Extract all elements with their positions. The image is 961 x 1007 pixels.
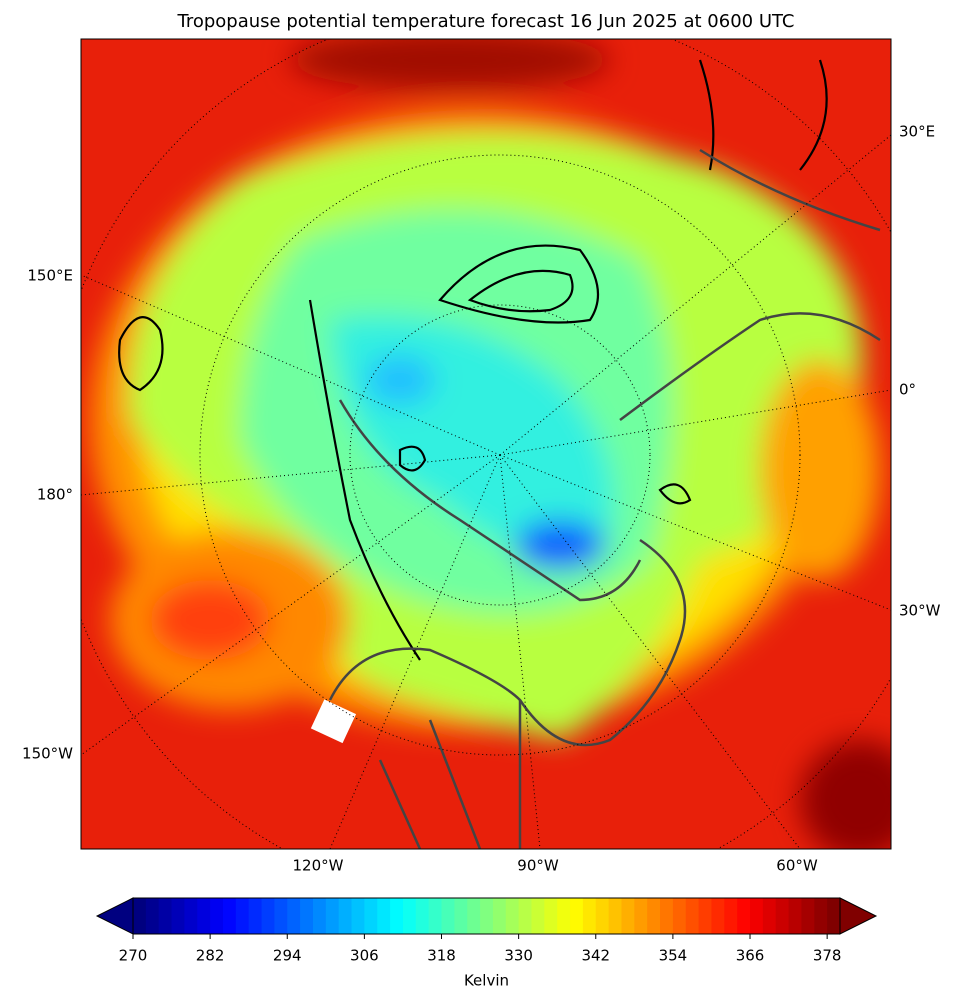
colorbar-tick-label: 306 <box>350 947 379 965</box>
colorbar-level <box>197 898 211 934</box>
colorbar-level <box>300 898 314 934</box>
colorbar-tick-label: 270 <box>119 947 148 965</box>
colorbar-level <box>531 898 545 934</box>
meridian-label: 120°W <box>293 857 344 875</box>
colorbar-level <box>660 898 674 934</box>
colorbar-level <box>415 898 430 934</box>
colorbar-extend-low <box>95 897 134 935</box>
colorbar-level <box>402 898 417 934</box>
colorbar-level <box>210 898 224 934</box>
map <box>81 39 891 849</box>
colorbar-level <box>312 898 327 934</box>
colorbar-level <box>184 898 198 934</box>
colorbar-level <box>364 898 378 934</box>
colorbar-level <box>621 898 635 934</box>
colorbar-tick-label: 366 <box>736 947 765 965</box>
colorbar-level <box>775 898 790 934</box>
colorbar-level <box>274 898 288 934</box>
colorbar-level <box>454 898 468 934</box>
colorbar-level <box>325 898 340 934</box>
colorbar-level <box>711 898 725 934</box>
colorbar-level <box>158 898 173 934</box>
colorbar-level <box>570 898 584 934</box>
colorbar-level <box>145 898 160 934</box>
colorbar-level <box>750 898 764 934</box>
colorbar-level <box>235 898 250 934</box>
colorbar-level <box>467 898 481 934</box>
colorbar-level <box>737 898 751 934</box>
colorbar-level <box>480 898 494 934</box>
colorbar-level <box>222 898 237 934</box>
colorbar-tick-label: 318 <box>427 947 456 965</box>
colorbar-level <box>133 898 147 934</box>
colorbar-level <box>544 898 558 934</box>
meridian-label: 0° <box>899 381 916 399</box>
colorbar-tick-label: 282 <box>196 947 225 965</box>
colorbar-tick-label: 354 <box>659 947 688 965</box>
colorbar-tick-label: 330 <box>504 947 533 965</box>
colorbar-level <box>685 898 700 934</box>
meridian-label: 150°W <box>22 745 73 763</box>
colorbar-level <box>261 898 275 934</box>
meridian-label: 180° <box>37 486 73 504</box>
map-title: Tropopause potential temperature forecas… <box>176 11 794 32</box>
colorbar-level <box>390 898 404 934</box>
colorbar: 270 282 294 306 318 330 342 354 366 378 Kelvin <box>95 897 878 990</box>
colorbar-level <box>801 898 815 934</box>
meridian-label: 150°E <box>27 267 73 285</box>
colorbar-label: Kelvin <box>464 972 509 990</box>
colorbar-level <box>377 898 391 934</box>
colorbar-level <box>814 898 828 934</box>
colorbar-level <box>724 898 738 934</box>
colorbar-level <box>171 898 186 934</box>
colorbar-level <box>595 898 610 934</box>
colorbar-level <box>582 898 597 934</box>
colorbar-tick-label: 378 <box>813 947 842 965</box>
colorbar-frame <box>132 897 841 935</box>
meridian-label: 30°W <box>899 602 941 620</box>
colorbar-level <box>428 898 443 934</box>
colorbar-tick-label: 342 <box>581 947 610 965</box>
colorbar-level <box>248 898 263 934</box>
colorbar-level <box>788 898 803 934</box>
colorbar-level <box>827 898 841 934</box>
meridian-label: 30°E <box>899 123 935 141</box>
colorbar-level <box>608 898 623 934</box>
meridian-label: 90°W <box>517 857 559 875</box>
colorbar-level <box>441 898 455 934</box>
colorbar-level <box>351 898 365 934</box>
colorbar-level <box>338 898 353 934</box>
colorbar-level <box>505 898 520 934</box>
colorbar-level <box>557 898 571 934</box>
colorbar-level <box>647 898 661 934</box>
colorbar-level <box>698 898 713 934</box>
colorbar-level <box>287 898 301 934</box>
colorbar-level <box>762 898 777 934</box>
colorbar-level <box>672 898 687 934</box>
colorbar-level <box>492 898 507 934</box>
colorbar-extend-high <box>839 897 878 935</box>
colorbar-level <box>634 898 648 934</box>
colorbar-tick-label: 294 <box>273 947 302 965</box>
colorbar-level <box>518 898 533 934</box>
meridian-label: 60°W <box>776 857 818 875</box>
meridian-labels: 30°E 0° 30°W 150°E 180° 150°W 120°W 90°W 60°W <box>22 123 941 875</box>
map-frame <box>80 38 892 850</box>
